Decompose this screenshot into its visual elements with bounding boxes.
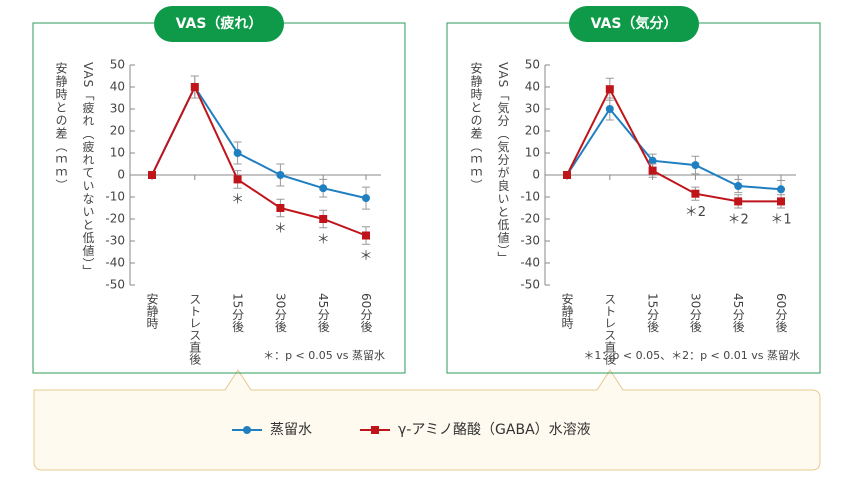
- title-pill: [154, 6, 284, 42]
- series-line: [566, 87, 781, 203]
- x-tick-label: ストレス直後: [188, 293, 202, 365]
- y-tick-label: 30: [110, 102, 125, 116]
- marker: [777, 197, 785, 206]
- y-tick-label: -30: [520, 234, 540, 248]
- marker: [691, 189, 700, 198]
- legend-label: 蒸留水: [270, 422, 312, 438]
- marker: [190, 83, 199, 91]
- y-tick-label: 50: [110, 58, 125, 72]
- y-tick-label: 20: [110, 124, 125, 138]
- marker: [362, 194, 370, 203]
- y-tick-label: 30: [525, 102, 540, 116]
- y-axis-label: VAS「疲れ（疲れていないと低値）」: [81, 62, 95, 277]
- x-tick-label: 30分後: [273, 293, 287, 332]
- annotation: ＊: [231, 193, 244, 208]
- legend-label: γ-アミノ酪酸（GABA）水溶液: [398, 422, 591, 438]
- y-tick-label: -10: [520, 190, 540, 204]
- marker: [233, 149, 242, 157]
- x-tick-label: 30分後: [688, 293, 702, 332]
- marker: [734, 182, 743, 190]
- series-line: [151, 84, 367, 237]
- y-tick-label: -30: [105, 234, 125, 248]
- y-axis-label: 安静時との差（ｍｍ）: [54, 61, 68, 192]
- legend-box: [33, 369, 821, 471]
- y-tick-label: -50: [105, 278, 125, 292]
- marker: [777, 185, 785, 194]
- x-tick-label: ストレス直後: [603, 293, 617, 365]
- y-tick-label: 40: [110, 80, 125, 94]
- marker: [648, 156, 657, 165]
- y-axis-label: VAS「気分（気分が良いと低値）」: [496, 62, 510, 264]
- chart-title: VAS（気分）: [591, 15, 678, 32]
- marker: [563, 171, 571, 179]
- y-tick-label: -40: [520, 256, 540, 270]
- marker: [276, 171, 285, 179]
- y-tick-label: 0: [532, 168, 540, 182]
- x-tick-label: 60分後: [359, 293, 373, 332]
- marker: [691, 161, 700, 170]
- marker: [648, 166, 657, 175]
- y-tick-label: 40: [525, 80, 540, 94]
- annotation: ＊2: [728, 213, 749, 228]
- x-tick-label: 安静時: [560, 292, 574, 329]
- annotation: ＊: [317, 232, 330, 247]
- annotation: ＊: [274, 221, 287, 236]
- chart-title: VAS（疲れ）: [176, 15, 263, 32]
- legend-marker: [243, 426, 251, 434]
- y-tick-label: -20: [520, 212, 540, 226]
- y-tick-label: -20: [105, 212, 125, 226]
- y-tick-label: 0: [117, 168, 125, 182]
- x-tick-label: 45分後: [731, 293, 745, 332]
- series-line: [151, 84, 367, 200]
- marker: [362, 231, 370, 240]
- y-tick-label: 10: [525, 146, 540, 160]
- annotation: ＊: [359, 249, 372, 264]
- footnote: ＊：p < 0.05 vs 蒸留水: [263, 349, 385, 362]
- y-tick-label: -40: [105, 256, 125, 270]
- x-tick-label: 安静時: [145, 292, 159, 329]
- y-axis-label: 安静時との差（ｍｍ）: [469, 61, 483, 192]
- x-tick-label: 45分後: [316, 293, 330, 332]
- marker: [233, 175, 242, 184]
- marker: [605, 105, 614, 113]
- y-tick-label: -50: [520, 278, 540, 292]
- y-tick-label: -10: [105, 190, 125, 204]
- series-line: [566, 107, 782, 191]
- marker: [148, 171, 156, 179]
- marker: [605, 85, 614, 94]
- marker: [734, 197, 743, 206]
- x-tick-label: 60分後: [774, 293, 788, 332]
- annotation: ＊1: [770, 213, 791, 228]
- annotation: ＊2: [685, 205, 706, 220]
- marker: [319, 184, 328, 193]
- y-tick-label: 10: [110, 146, 125, 160]
- y-tick-label: 20: [525, 124, 540, 138]
- marker: [319, 215, 328, 223]
- x-tick-label: 15分後: [646, 293, 660, 332]
- y-tick-label: 50: [525, 58, 540, 72]
- x-tick-label: 15分後: [231, 293, 245, 332]
- title-pill: [569, 6, 699, 42]
- footnote: ＊1：p < 0.05、＊2：p < 0.01 vs 蒸留水: [583, 349, 800, 362]
- marker: [276, 204, 285, 212]
- legend-marker: [371, 426, 379, 434]
